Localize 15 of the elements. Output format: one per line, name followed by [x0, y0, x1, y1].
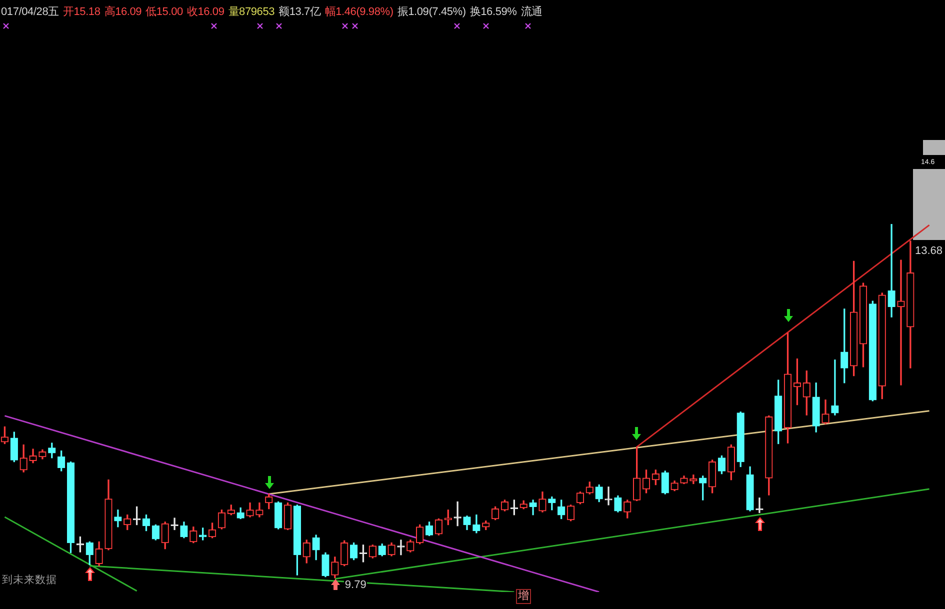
text: 收16.09 — [186, 6, 224, 19]
annotation: 9.79 — [344, 578, 368, 592]
annotation: 13.68 — [915, 245, 943, 258]
text: 低15.00 — [146, 6, 183, 19]
text: 增 — [516, 589, 531, 604]
text: 额13.7亿 — [278, 6, 321, 19]
text: 高16.09 — [104, 6, 142, 19]
text: 振1.09(7.45%) — [397, 6, 466, 19]
text: 流通 — [520, 6, 542, 19]
text: 量879653 — [228, 6, 275, 19]
text: 换16.59% — [470, 6, 517, 19]
text: 幅1.46(9.98%) — [324, 6, 394, 19]
annotation: 到未来数据 — [2, 574, 57, 586]
text: 开15.18 — [62, 6, 100, 19]
text: 017/04/28五 — [1, 6, 59, 19]
